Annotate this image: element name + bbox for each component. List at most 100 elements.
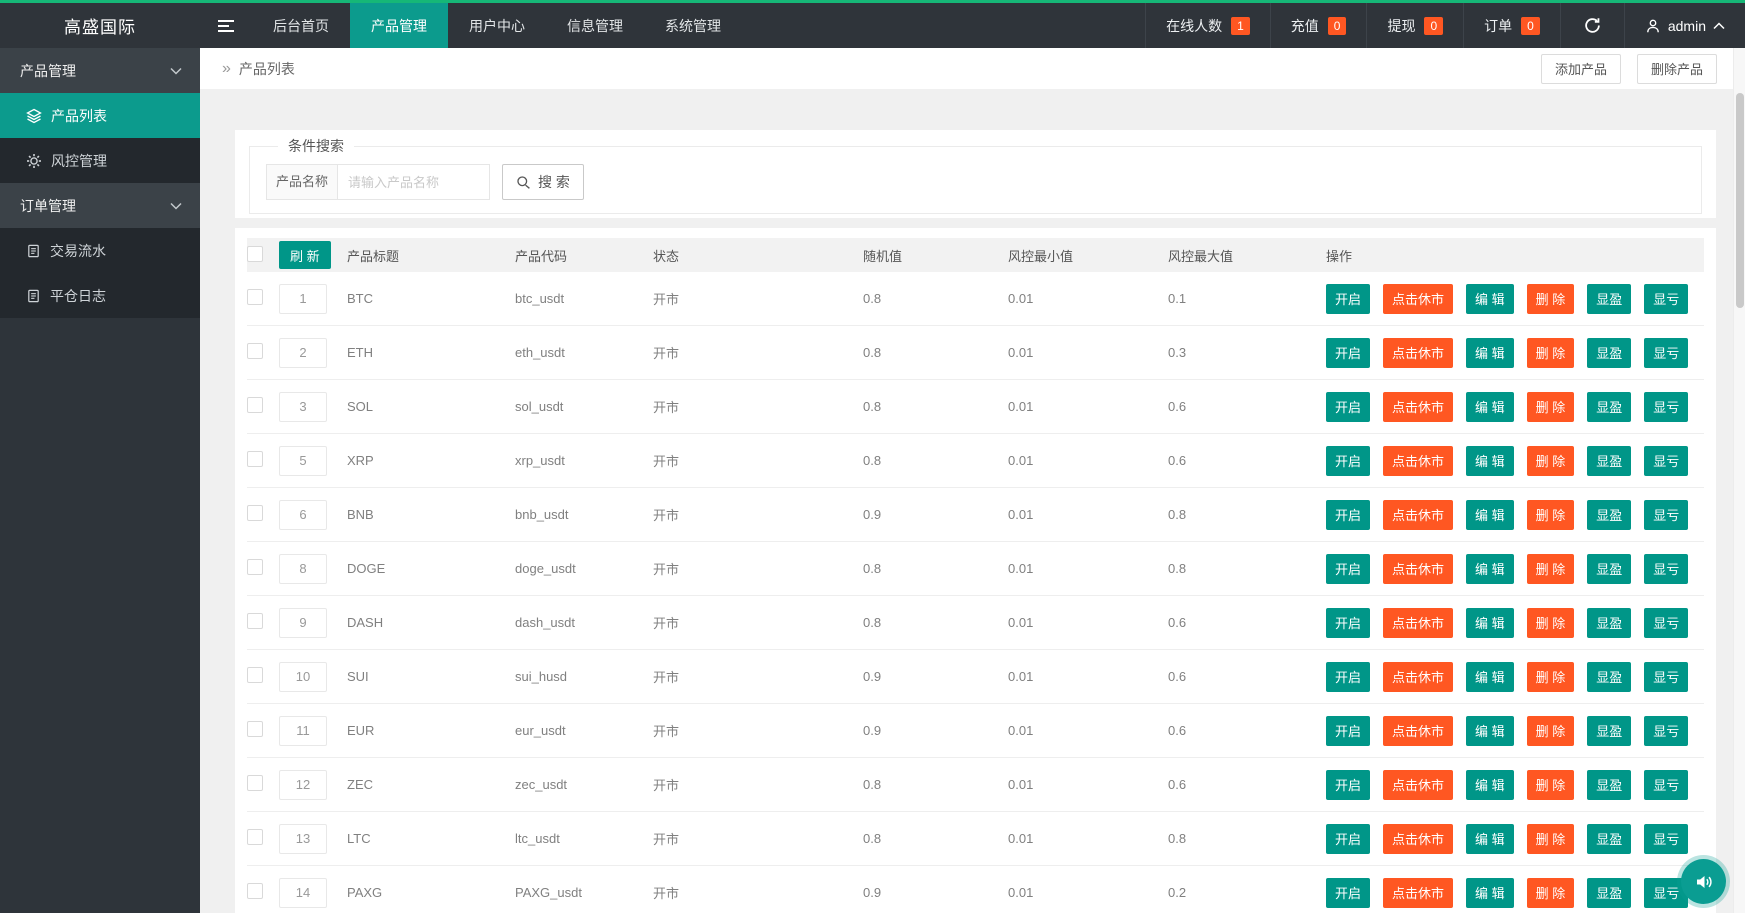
row-checkbox[interactable]	[247, 505, 263, 521]
delete-button[interactable]: 删 除	[1526, 391, 1575, 422]
edit-button[interactable]: 编 辑	[1466, 661, 1514, 692]
add-product-button[interactable]: 添加产品	[1540, 53, 1621, 84]
product-name-input[interactable]	[338, 164, 491, 200]
show-profit-button[interactable]: 显盈	[1587, 499, 1632, 530]
close-market-button[interactable]: 点击休市	[1383, 283, 1454, 314]
show-loss-button[interactable]: 显亏	[1644, 445, 1689, 476]
refresh-button[interactable]: 刷 新	[279, 241, 331, 269]
show-loss-button[interactable]: 显亏	[1644, 877, 1689, 908]
search-button[interactable]: 搜 索	[502, 164, 584, 200]
show-loss-button[interactable]: 显亏	[1644, 553, 1689, 584]
row-id-input[interactable]: 9	[279, 607, 327, 638]
show-profit-button[interactable]: 显盈	[1587, 877, 1632, 908]
row-id-input[interactable]: 8	[279, 553, 327, 584]
open-market-button[interactable]: 开启	[1326, 283, 1371, 314]
show-loss-button[interactable]: 显亏	[1644, 661, 1689, 692]
hamburger-icon[interactable]	[200, 3, 252, 48]
scrollbar-thumb[interactable]	[1736, 93, 1744, 308]
refresh-icon[interactable]	[1559, 3, 1624, 48]
show-loss-button[interactable]: 显亏	[1644, 607, 1689, 638]
withdraw-item[interactable]: 提现 0	[1366, 3, 1463, 48]
close-market-button[interactable]: 点击休市	[1383, 823, 1454, 854]
row-id-input[interactable]: 14	[279, 877, 327, 908]
open-market-button[interactable]: 开启	[1326, 661, 1371, 692]
row-checkbox[interactable]	[247, 559, 263, 575]
open-market-button[interactable]: 开启	[1326, 607, 1371, 638]
sidebar-group-products[interactable]: 产品管理	[0, 48, 200, 93]
row-id-input[interactable]: 2	[279, 337, 327, 368]
row-checkbox[interactable]	[247, 883, 263, 899]
edit-button[interactable]: 编 辑	[1466, 337, 1514, 368]
open-market-button[interactable]: 开启	[1326, 715, 1371, 746]
row-checkbox[interactable]	[247, 613, 263, 629]
delete-button[interactable]: 删 除	[1526, 499, 1575, 530]
nav-item-system[interactable]: 系统管理	[665, 17, 721, 34]
close-market-button[interactable]: 点击休市	[1383, 607, 1454, 638]
show-loss-button[interactable]: 显亏	[1644, 391, 1689, 422]
show-profit-button[interactable]: 显盈	[1587, 769, 1632, 800]
select-all-checkbox[interactable]	[247, 245, 263, 262]
open-market-button[interactable]: 开启	[1326, 337, 1371, 368]
sidebar-item-trade-flow[interactable]: 交易流水	[0, 228, 200, 273]
close-market-button[interactable]: 点击休市	[1383, 553, 1454, 584]
show-loss-button[interactable]: 显亏	[1644, 769, 1689, 800]
delete-button[interactable]: 删 除	[1526, 607, 1575, 638]
close-market-button[interactable]: 点击休市	[1383, 337, 1454, 368]
close-market-button[interactable]: 点击休市	[1383, 445, 1454, 476]
nav-item-information[interactable]: 信息管理	[567, 17, 623, 34]
edit-button[interactable]: 编 辑	[1466, 283, 1514, 314]
sidebar-item-close-log[interactable]: 平仓日志	[0, 273, 200, 318]
row-checkbox[interactable]	[247, 451, 263, 467]
open-market-button[interactable]: 开启	[1326, 391, 1371, 422]
show-loss-button[interactable]: 显亏	[1644, 283, 1689, 314]
row-id-input[interactable]: 3	[279, 391, 327, 422]
nav-item-users[interactable]: 用户中心	[469, 17, 525, 34]
edit-button[interactable]: 编 辑	[1466, 445, 1514, 476]
show-profit-button[interactable]: 显盈	[1587, 553, 1632, 584]
nav-item-products[interactable]: 产品管理	[350, 3, 448, 48]
show-profit-button[interactable]: 显盈	[1587, 715, 1632, 746]
sidebar-item-risk-management[interactable]: 风控管理	[0, 138, 200, 183]
row-id-input[interactable]: 6	[279, 499, 327, 530]
delete-button[interactable]: 删 除	[1526, 445, 1575, 476]
nav-item-dashboard[interactable]: 后台首页	[273, 17, 329, 34]
delete-button[interactable]: 删 除	[1526, 715, 1575, 746]
delete-button[interactable]: 删 除	[1526, 877, 1575, 908]
delete-button[interactable]: 删 除	[1526, 283, 1575, 314]
delete-button[interactable]: 删 除	[1526, 337, 1575, 368]
delete-product-button[interactable]: 删除产品	[1636, 53, 1717, 84]
row-checkbox[interactable]	[247, 775, 263, 791]
open-market-button[interactable]: 开启	[1326, 499, 1371, 530]
row-checkbox[interactable]	[247, 667, 263, 683]
show-loss-button[interactable]: 显亏	[1644, 499, 1689, 530]
open-market-button[interactable]: 开启	[1326, 445, 1371, 476]
open-market-button[interactable]: 开启	[1326, 877, 1371, 908]
orders-item[interactable]: 订单 0	[1463, 3, 1560, 48]
show-profit-button[interactable]: 显盈	[1587, 391, 1632, 422]
delete-button[interactable]: 删 除	[1526, 823, 1575, 854]
row-checkbox[interactable]	[247, 721, 263, 737]
deposit-item[interactable]: 充值 0	[1269, 3, 1367, 48]
show-profit-button[interactable]: 显盈	[1587, 283, 1632, 314]
show-loss-button[interactable]: 显亏	[1644, 823, 1689, 854]
edit-button[interactable]: 编 辑	[1466, 499, 1514, 530]
close-market-button[interactable]: 点击休市	[1383, 391, 1454, 422]
edit-button[interactable]: 编 辑	[1466, 769, 1514, 800]
edit-button[interactable]: 编 辑	[1466, 823, 1514, 854]
sidebar-group-orders[interactable]: 订单管理	[0, 183, 200, 228]
user-menu[interactable]: admin	[1623, 3, 1745, 48]
close-market-button[interactable]: 点击休市	[1383, 769, 1454, 800]
show-loss-button[interactable]: 显亏	[1644, 337, 1689, 368]
row-checkbox[interactable]	[247, 397, 263, 413]
edit-button[interactable]: 编 辑	[1466, 391, 1514, 422]
announcement-fab[interactable]	[1681, 859, 1726, 904]
row-id-input[interactable]: 10	[279, 661, 327, 692]
row-id-input[interactable]: 12	[279, 769, 327, 800]
close-market-button[interactable]: 点击休市	[1383, 877, 1454, 908]
delete-button[interactable]: 删 除	[1526, 661, 1575, 692]
vertical-scrollbar[interactable]	[1733, 48, 1745, 913]
open-market-button[interactable]: 开启	[1326, 769, 1371, 800]
delete-button[interactable]: 删 除	[1526, 769, 1575, 800]
close-market-button[interactable]: 点击休市	[1383, 499, 1454, 530]
row-id-input[interactable]: 13	[279, 823, 327, 854]
